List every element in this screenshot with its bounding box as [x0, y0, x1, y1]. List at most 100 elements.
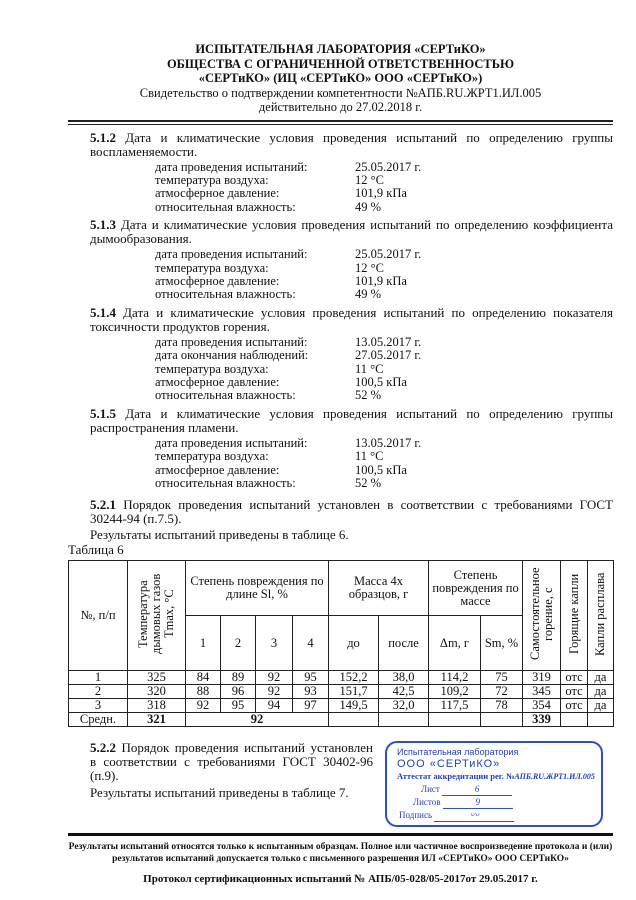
signature: 〰 — [434, 809, 515, 823]
section-number: 5.1.4 — [90, 304, 116, 320]
section-text: Порядок проведения испытаний установлен … — [90, 497, 613, 527]
org-name: ОБЩЕСТВА С ОГРАНИЧЕННОЙ ОТВЕТСТВЕННОСТЬЮ — [166, 56, 515, 71]
certificate-line: Свидетельство о подтверждении компетентн… — [139, 85, 542, 100]
table-cell: отс — [560, 698, 589, 714]
header-divider — [68, 119, 613, 125]
table-cell: 319 — [522, 670, 562, 686]
condition-row: дата проведения испытаний: 25.05.2017 г. — [155, 247, 613, 262]
table-cell: 109,2 — [428, 684, 481, 700]
table-row: 3 318 92 95 94 97 149,5 32,0 117,5 78 354 отс да — [68, 698, 615, 714]
condition-label: относительная влажность: — [155, 476, 296, 490]
table-cell: отс — [560, 670, 589, 686]
table-row: 2 320 88 96 92 93 151,7 42,5 109,2 72 345 отс да — [68, 684, 615, 700]
condition-row: атмосферное давление: 100,5 кПа — [155, 463, 613, 477]
subheader: до — [328, 615, 379, 672]
protocol-number: Протокол сертификационных испытаний № АП… — [143, 873, 538, 886]
section-5-1-5: 5.1.5 Дата и климатические условия прове… — [68, 405, 613, 435]
condition-row: температура воздуха: 12 °С — [155, 173, 613, 187]
table-cell: 93 — [292, 684, 329, 700]
condition-value: 49 % — [355, 199, 382, 214]
condition-value: 101,9 кПа — [355, 273, 407, 288]
condition-row: атмосферное давление: 100,5 кПа — [155, 374, 613, 389]
conditions-sections: 5.1.2 Дата и климатические условия прове… — [68, 130, 613, 491]
condition-row: относительная влажность: 52 % — [155, 388, 613, 403]
header-temp: Температура дымовых газов Tmax, °С — [136, 574, 176, 655]
section-5-1-2: 5.1.2 Дата и климатические условия прове… — [68, 130, 613, 159]
table-cell: 149,5 — [328, 698, 379, 714]
results-note: Результаты испытаний приведены в таблице… — [90, 527, 349, 543]
section-5-1-4: 5.1.4 Дата и климатические условия прове… — [68, 304, 613, 334]
condition-row: дата проведения испытаний: 13.05.2017 г. — [155, 334, 613, 349]
table-cell: 78 — [479, 698, 524, 714]
condition-label: дата проведения испытаний: — [155, 247, 308, 262]
condition-label: относительная влажность: — [155, 199, 296, 214]
table-cell: 75 — [479, 670, 524, 686]
section-text: Дата и климатические условия проведения … — [90, 304, 613, 334]
table-cell: 96 — [220, 684, 256, 700]
subheader: 1 — [185, 615, 221, 672]
table-cell: 321 — [127, 712, 186, 728]
table-cell: 92 — [185, 712, 329, 728]
table-cell: 151,7 — [328, 684, 379, 700]
table-cell: 325 — [127, 670, 186, 686]
condition-row: температура воздуха: 12 °С — [155, 260, 613, 275]
condition-value: 52 % — [355, 476, 382, 490]
condition-value: 49 % — [355, 287, 382, 302]
condition-label: температура воздуха: — [155, 361, 269, 376]
subheader: 4 — [292, 615, 329, 672]
condition-row: дата проведения испытаний: 13.05.2017 г. — [155, 435, 613, 450]
org-short-name: «СЕРТиКО» (ИЦ «СЕРТиКО» ООО «СЕРТиКО») — [198, 71, 483, 85]
condition-value: 11 °С — [355, 361, 384, 376]
header-num: №, п/п — [68, 560, 128, 672]
table-cell: 1 — [68, 670, 128, 686]
subheader: 2 — [220, 615, 256, 672]
table-cell: 88 — [185, 684, 221, 700]
table-cell: 72 — [479, 684, 524, 700]
table-cell: 92 — [255, 684, 293, 700]
header-burning-drops: Горящие капли — [566, 574, 581, 655]
condition-value: 52 % — [355, 388, 382, 403]
condition-label: дата проведения испытаний: — [155, 159, 308, 174]
header-mass: Масса 4х образцов, г — [328, 560, 429, 617]
condition-label: дата проведения испытаний: — [155, 435, 308, 450]
section-number: 5.1.5 — [90, 405, 116, 421]
section-5-1-3: 5.1.3 Дата и климатические условия прове… — [68, 218, 613, 246]
condition-value: 100,5 кПа — [355, 374, 407, 389]
table-cell: 318 — [127, 698, 186, 714]
table-cell: 152,2 — [328, 670, 379, 686]
results-table: №, п/п Температура дымовых газов Tmax, °… — [68, 560, 615, 728]
condition-label: температура воздуха: — [155, 260, 269, 275]
table-cell: 114,2 — [428, 670, 481, 686]
table-cell: да — [587, 670, 615, 686]
condition-value: 25.05.2017 г. — [355, 247, 422, 262]
condition-label: атмосферное давление: — [155, 273, 280, 288]
section-number: 5.2.2 — [90, 740, 116, 756]
condition-label: дата проведения испытаний: — [155, 334, 308, 349]
header-sl: Степень повреждения по длине Sl, % — [185, 560, 329, 617]
condition-row: относительная влажность: 49 % — [155, 287, 613, 302]
footer-notice: Результаты испытаний относятся только к … — [68, 842, 613, 865]
condition-row: дата окончания наблюдений: 27.05.2017 г. — [155, 348, 613, 362]
validity-line: действительно до 27.02.2018 г. — [258, 100, 423, 114]
section-5-2-1: 5.2.1 Порядок проведения испытаний устан… — [68, 498, 613, 557]
condition-value: 13.05.2017 г. — [355, 435, 422, 450]
table-cell: 42,5 — [378, 684, 429, 700]
table-cell: 92 — [185, 698, 221, 714]
condition-row: атмосферное давление: 101,9 кПа — [155, 273, 613, 288]
condition-label: относительная влажность: — [155, 388, 296, 403]
subheader: 3 — [255, 615, 293, 672]
table-cell: 95 — [220, 698, 256, 714]
condition-label: температура воздуха: — [155, 449, 269, 464]
footer-divider — [68, 833, 613, 837]
header-melt-drops: Капли расплава — [593, 572, 608, 657]
section-5-2-2-row: 5.2.2 Порядок проведения испытаний устан… — [68, 740, 613, 828]
table-cell: 89 — [220, 670, 256, 686]
table-cell: 94 — [255, 698, 293, 714]
subheader: Sm, % — [479, 615, 524, 672]
condition-label: атмосферное давление: — [155, 186, 280, 201]
conditions-list: дата проведения испытаний: 25.05.2017 г. т… — [155, 159, 613, 215]
condition-row: дата проведения испытаний: 25.05.2017 г. — [155, 159, 613, 174]
table-cell: 38,0 — [378, 670, 429, 686]
table-cell: 32,0 — [378, 698, 429, 714]
section-text: Дата и климатические условия проведения … — [90, 217, 613, 247]
